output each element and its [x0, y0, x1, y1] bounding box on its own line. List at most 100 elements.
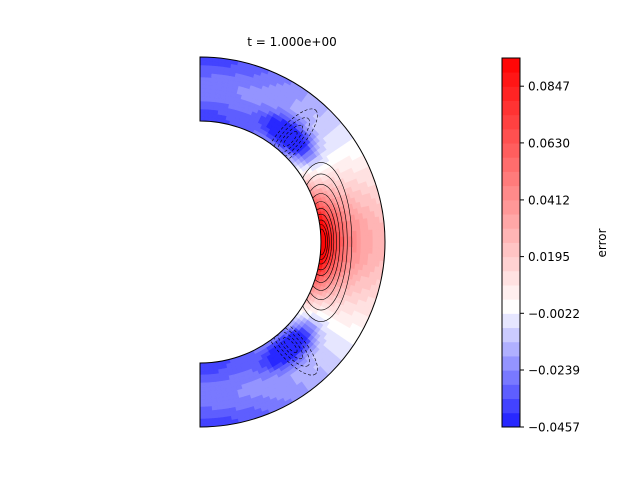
colorbar-swatch: [502, 398, 520, 414]
contour-cell: [364, 229, 370, 237]
contour-cell: [336, 231, 342, 238]
contour-cell: [200, 362, 205, 368]
contour-cell: [352, 241, 358, 248]
contour-cell: [200, 386, 206, 392]
colorbar-swatch: [502, 299, 520, 314]
contour-line-negative: [283, 131, 298, 147]
contour-cell: [200, 88, 206, 94]
colorbar-swatch: [502, 242, 520, 258]
contour-cell: [368, 241, 374, 249]
contour-cell: [348, 231, 354, 238]
contour-cell: [200, 366, 205, 372]
contour-cell: [200, 96, 206, 102]
contour-cell: [336, 241, 342, 248]
colorbar-swatch: [502, 341, 520, 357]
contour-cell: [205, 414, 213, 420]
contour-cell: [205, 406, 213, 412]
contour-cell: [376, 235, 382, 243]
contour-cell: [205, 398, 212, 404]
contour-cell: [205, 402, 212, 408]
colorbar-swatch: [502, 356, 520, 371]
contour-cell: [200, 116, 205, 122]
contour-cell: [208, 105, 215, 111]
contour-cell: [200, 60, 207, 66]
contour-cell: [205, 410, 213, 416]
contour-cell: [372, 241, 378, 249]
contour-cell: [205, 418, 213, 424]
contour-cell: [204, 104, 210, 110]
contour-cell: [205, 84, 212, 90]
contour-cell: [356, 230, 362, 237]
contour-cell: [200, 374, 206, 380]
contour-cell: [205, 80, 212, 86]
contour-cell: [336, 236, 342, 243]
colorbar: 0.0847 0.0630 0.0412 0.0195 −0.0022 −0.0239 −0…: [501, 57, 609, 435]
contour-cell: [376, 241, 382, 249]
colorbar-swatch: [502, 412, 520, 428]
contour-cell: [356, 241, 362, 248]
contour-cell: [356, 236, 362, 243]
contour-cell: [200, 112, 205, 118]
colorbar-tick-label: −0.0239: [528, 364, 580, 378]
contour-cell: [364, 247, 370, 255]
contour-cell: [208, 365, 214, 372]
contour-cell: [208, 369, 215, 376]
contour-cell: [200, 418, 207, 424]
contour-cell: [360, 235, 366, 243]
contour-cell: [348, 241, 354, 248]
colorbar-swatch: [502, 143, 520, 158]
contour-cell: [204, 374, 210, 380]
contour-cell: [200, 398, 206, 404]
contour-cell: [380, 241, 385, 249]
colorbar-swatch: [502, 384, 520, 400]
colorbar-tick-label: 0.0847: [528, 80, 570, 94]
contour-cell: [320, 237, 326, 243]
contour-cell: [320, 241, 326, 247]
contour-cell: [204, 96, 211, 102]
contour-cell: [200, 57, 207, 62]
contour-cell: [200, 378, 206, 384]
contour-cell: [356, 247, 362, 254]
contour-cell: [348, 236, 354, 243]
contour-cell: [376, 229, 382, 237]
colorbar-label: error: [595, 228, 609, 257]
contour-cell: [364, 235, 370, 243]
plot-title: t = 1.000e+00: [247, 35, 336, 49]
contour-cell: [368, 235, 374, 243]
contour-cell: [200, 100, 206, 106]
contour-cell: [208, 373, 215, 379]
contour-cell: [204, 378, 211, 384]
contour-cell: [204, 386, 211, 392]
contour-cell: [205, 72, 213, 78]
contour-cell: [200, 394, 206, 400]
contour-cell: [200, 64, 207, 70]
colorbar-swatch: [502, 171, 520, 187]
contour-cell: [364, 241, 370, 249]
colorbar-swatches: [502, 58, 520, 428]
colorbar-tick-label: −0.0022: [528, 307, 580, 321]
contour-cell: [200, 92, 206, 98]
contour-cell: [360, 247, 366, 254]
contour-line-negative: [283, 337, 298, 353]
colorbar-swatch: [502, 285, 520, 300]
contour-cell: [205, 76, 212, 82]
contour-cell: [204, 92, 211, 98]
colorbar-swatch: [502, 327, 520, 343]
contour-cell: [204, 88, 211, 94]
contour-cell: [352, 247, 358, 254]
colorbar-tick-label: 0.0412: [528, 193, 570, 207]
colorbar-swatch: [502, 370, 520, 385]
contour-cell: [204, 108, 210, 114]
contour-line-negative: [277, 330, 304, 360]
shell-outline: [199, 56, 386, 428]
contour-cell: [200, 80, 206, 86]
colorbar-swatch: [502, 228, 520, 243]
contour-cell: [208, 108, 215, 115]
contour-cell: [200, 104, 206, 110]
contour-cell: [336, 246, 342, 253]
shell-filled-contours: [200, 57, 385, 427]
colorbar-swatch: [502, 313, 520, 329]
colorbar-swatch: [502, 214, 520, 229]
contour-cell: [205, 64, 213, 70]
colorbar-frame: [501, 57, 521, 428]
